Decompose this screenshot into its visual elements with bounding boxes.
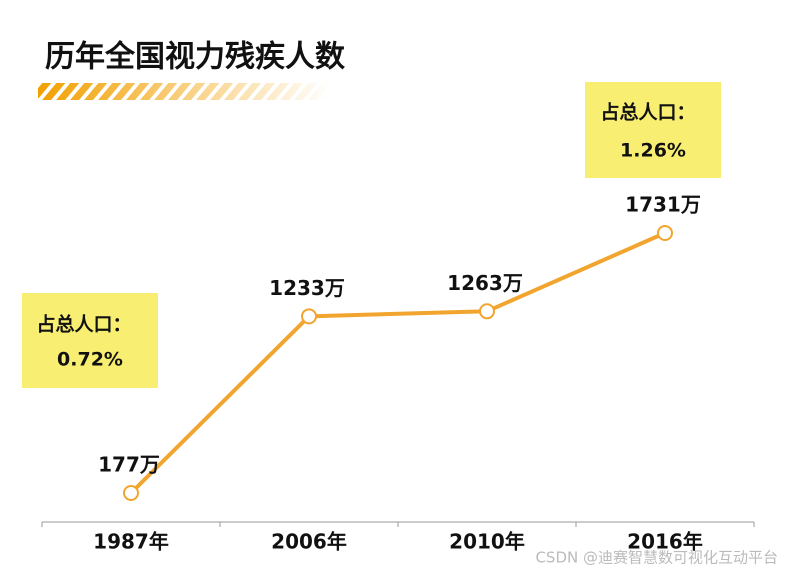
title-decoration bbox=[38, 83, 330, 100]
annotation-box bbox=[22, 293, 158, 388]
x-tick-label: 1987年 bbox=[93, 530, 169, 554]
annotation-value: 1.26% bbox=[620, 140, 686, 162]
annotation-title: 占总人口： bbox=[36, 313, 131, 336]
point bbox=[301, 308, 317, 325]
point bbox=[123, 485, 139, 501]
value-label: 1233万 bbox=[269, 276, 345, 300]
annotation-title: 占总人口： bbox=[600, 101, 695, 124]
annotation-box bbox=[585, 82, 721, 178]
value-label: 177万 bbox=[98, 453, 160, 477]
chart-title: 历年全国视力残疾人数 bbox=[45, 40, 346, 75]
value-label: 1263万 bbox=[447, 271, 523, 295]
x-tick-label: 2016年 bbox=[627, 530, 703, 554]
x-tick-label: 2010年 bbox=[449, 530, 525, 554]
point bbox=[479, 303, 495, 320]
value-label: 1731万 bbox=[625, 193, 701, 217]
line bbox=[129, 231, 666, 495]
point bbox=[657, 225, 673, 241]
x-tick-label: 2006年 bbox=[271, 530, 347, 554]
watermark: CSDN @迪赛智慧数可视化互动平台 bbox=[535, 549, 778, 567]
annotation-value: 0.72% bbox=[57, 349, 123, 371]
